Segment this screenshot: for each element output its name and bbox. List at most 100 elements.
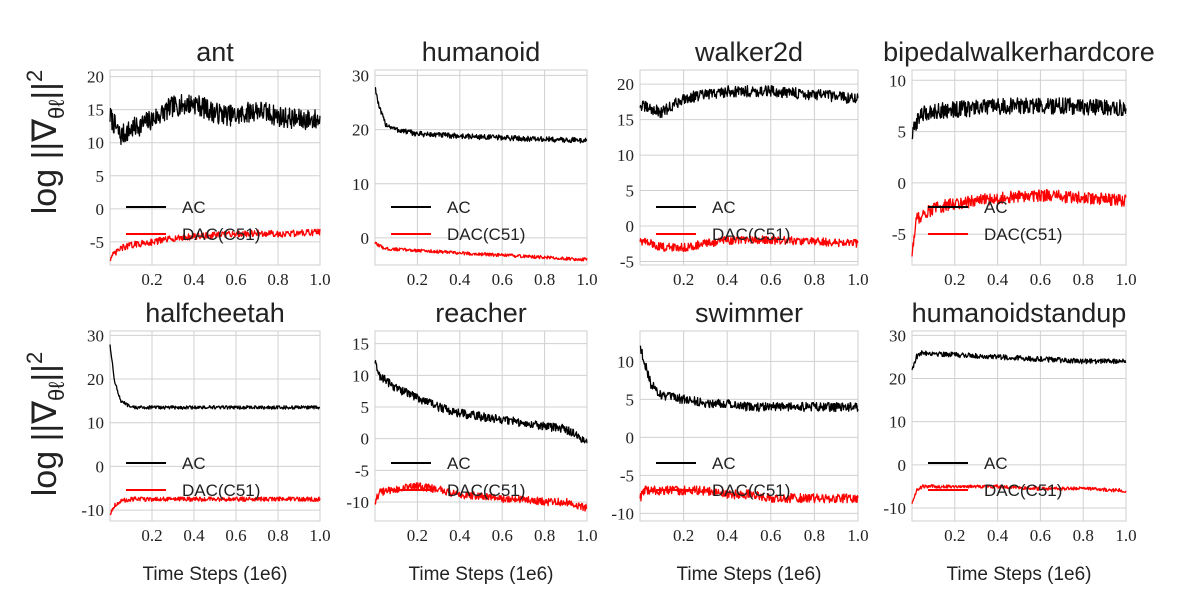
x-tick-label: 0.8: [804, 270, 825, 289]
x-tick-label: 0.6: [1030, 526, 1051, 545]
y-tick-label: 10: [87, 134, 104, 153]
series-line-DAC(C51): [911, 484, 1127, 504]
y-tick-label: 5: [361, 398, 370, 417]
y-tick-label: 0: [96, 457, 105, 476]
panel-ant: 0.2 0.4 0.6 0.8 1.0 -5 0 5 10 15 20 ant AC DAC(C51): [87, 37, 331, 289]
x-tick-label: 0.4: [987, 270, 1009, 289]
series-line-DAC(C51): [109, 228, 321, 262]
y-tick-label: 10: [617, 146, 634, 165]
x-tick-label: 0.4: [183, 526, 205, 545]
panel-title: humanoidstandup: [912, 298, 1127, 328]
legend-label: DAC(C51): [447, 225, 525, 244]
legend-label: DAC(C51): [447, 481, 525, 500]
panel-humanoid: 0.2 0.4 0.6 0.8 1.0 0 10 20 30 humanoid AC DAC(C51): [352, 37, 598, 289]
y-tick-label: -5: [892, 225, 906, 244]
y-tick-label: 0: [626, 217, 635, 236]
panel-swimmer: 0.2 0.4 0.6 0.8 1.0 -10 -5 0 5 10 swimmer Time Step…: [611, 298, 868, 585]
x-tick-label: 1.0: [1115, 526, 1136, 545]
y-tick-label: -5: [90, 233, 104, 252]
x-tick-label: 0.8: [534, 526, 555, 545]
panel-title: walker2d: [694, 37, 803, 67]
x-tick-label: 0.2: [944, 526, 965, 545]
y-axis-label-bottom: log ||∇θℓ||2: [22, 352, 69, 497]
series-line-AC: [109, 344, 321, 410]
x-tick-label: 1.0: [576, 270, 597, 289]
legend-label: AC: [984, 454, 1008, 473]
y-tick-label: 20: [617, 75, 634, 94]
y-tick-label: 30: [87, 326, 104, 345]
y-tick-label: 10: [352, 175, 369, 194]
y-tick-label: 0: [361, 430, 370, 449]
x-axis-label: Time Steps (1e6): [142, 564, 287, 585]
x-tick-label: 0.4: [449, 270, 471, 289]
x-tick-label: 0.6: [1030, 270, 1051, 289]
plot-frame: [911, 69, 1127, 266]
y-tick-label: 0: [898, 456, 907, 475]
y-tick-label: 10: [889, 71, 906, 90]
y-tick-label: 10: [352, 366, 369, 385]
legend-label: AC: [984, 198, 1008, 217]
x-tick-label: 0.2: [673, 270, 694, 289]
x-tick-label: 0.8: [1073, 526, 1094, 545]
series-line-AC: [639, 345, 859, 413]
y-tick-label: -5: [620, 252, 634, 271]
x-tick-label: 0.2: [407, 526, 428, 545]
plot-frame: [109, 330, 321, 522]
x-tick-label: 0.4: [717, 526, 739, 545]
y-tick-label: 5: [626, 182, 635, 201]
y-tick-label: -10: [611, 504, 634, 523]
panel-title: bipedalwalkerhardcore: [883, 37, 1155, 67]
x-tick-label: 0.4: [717, 270, 739, 289]
x-axis-label: Time Steps (1e6): [946, 564, 1091, 585]
panel-halfcheetah: 0.2 0.4 0.6 0.8 1.0 -10 0 10 20 30 halfcheetah Time…: [81, 298, 330, 585]
legend-label: DAC(C51): [182, 225, 260, 244]
x-tick-label: 0.2: [141, 526, 162, 545]
series-line-DAC(C51): [639, 485, 859, 504]
series-line-DAC(C51): [911, 189, 1127, 257]
x-tick-label: 0.6: [492, 526, 513, 545]
plot-frame: [639, 330, 859, 522]
x-tick-label: 1.0: [309, 526, 330, 545]
plot-frame: [374, 69, 588, 266]
legend-label: DAC(C51): [712, 481, 790, 500]
x-tick-label: 1.0: [309, 270, 330, 289]
y-tick-label: 20: [889, 370, 906, 389]
y-tick-label: 10: [617, 352, 634, 371]
x-tick-label: 0.8: [1073, 270, 1094, 289]
series-line-AC: [911, 350, 1127, 371]
x-tick-label: 0.8: [267, 270, 288, 289]
x-tick-label: 1.0: [847, 270, 868, 289]
x-tick-label: 0.8: [267, 526, 288, 545]
x-tick-label: 0.8: [804, 526, 825, 545]
series-line-AC: [911, 97, 1127, 140]
legend-label: AC: [447, 454, 471, 473]
y-tick-label: 0: [626, 428, 635, 447]
y-tick-label: 20: [87, 370, 104, 389]
panel-reacher: 0.2 0.4 0.6 0.8 1.0 -10 -5 0 5 10 15 reacher Time St…: [346, 298, 597, 585]
legend-label: DAC(C51): [984, 481, 1062, 500]
x-tick-label: 0.2: [141, 270, 162, 289]
series-line-DAC(C51): [109, 496, 321, 516]
x-tick-label: 0.6: [492, 270, 513, 289]
legend-label: AC: [447, 198, 471, 217]
x-tick-label: 0.6: [225, 270, 246, 289]
y-tick-label: -5: [355, 461, 369, 480]
y-tick-label: 0: [361, 229, 370, 248]
x-tick-label: 0.4: [183, 270, 205, 289]
series-line-AC: [374, 86, 588, 144]
plot-frame: [109, 69, 321, 266]
y-tick-label: 10: [87, 414, 104, 433]
y-tick-label: 10: [889, 413, 906, 432]
legend-label: AC: [712, 454, 736, 473]
x-tick-label: 0.6: [225, 526, 246, 545]
y-tick-label: -5: [620, 466, 634, 485]
x-tick-label: 0.2: [944, 270, 965, 289]
panels: 0.2 0.4 0.6 0.8 1.0-505101520antACDAC(C51)0.…: [81, 37, 1155, 585]
x-tick-label: 1.0: [576, 526, 597, 545]
plot-frame: [911, 330, 1127, 522]
x-tick-label: 0.4: [987, 526, 1009, 545]
y-tick-label: 15: [352, 335, 369, 354]
y-tick-label: -10: [883, 499, 906, 518]
series-line-AC: [374, 359, 588, 444]
